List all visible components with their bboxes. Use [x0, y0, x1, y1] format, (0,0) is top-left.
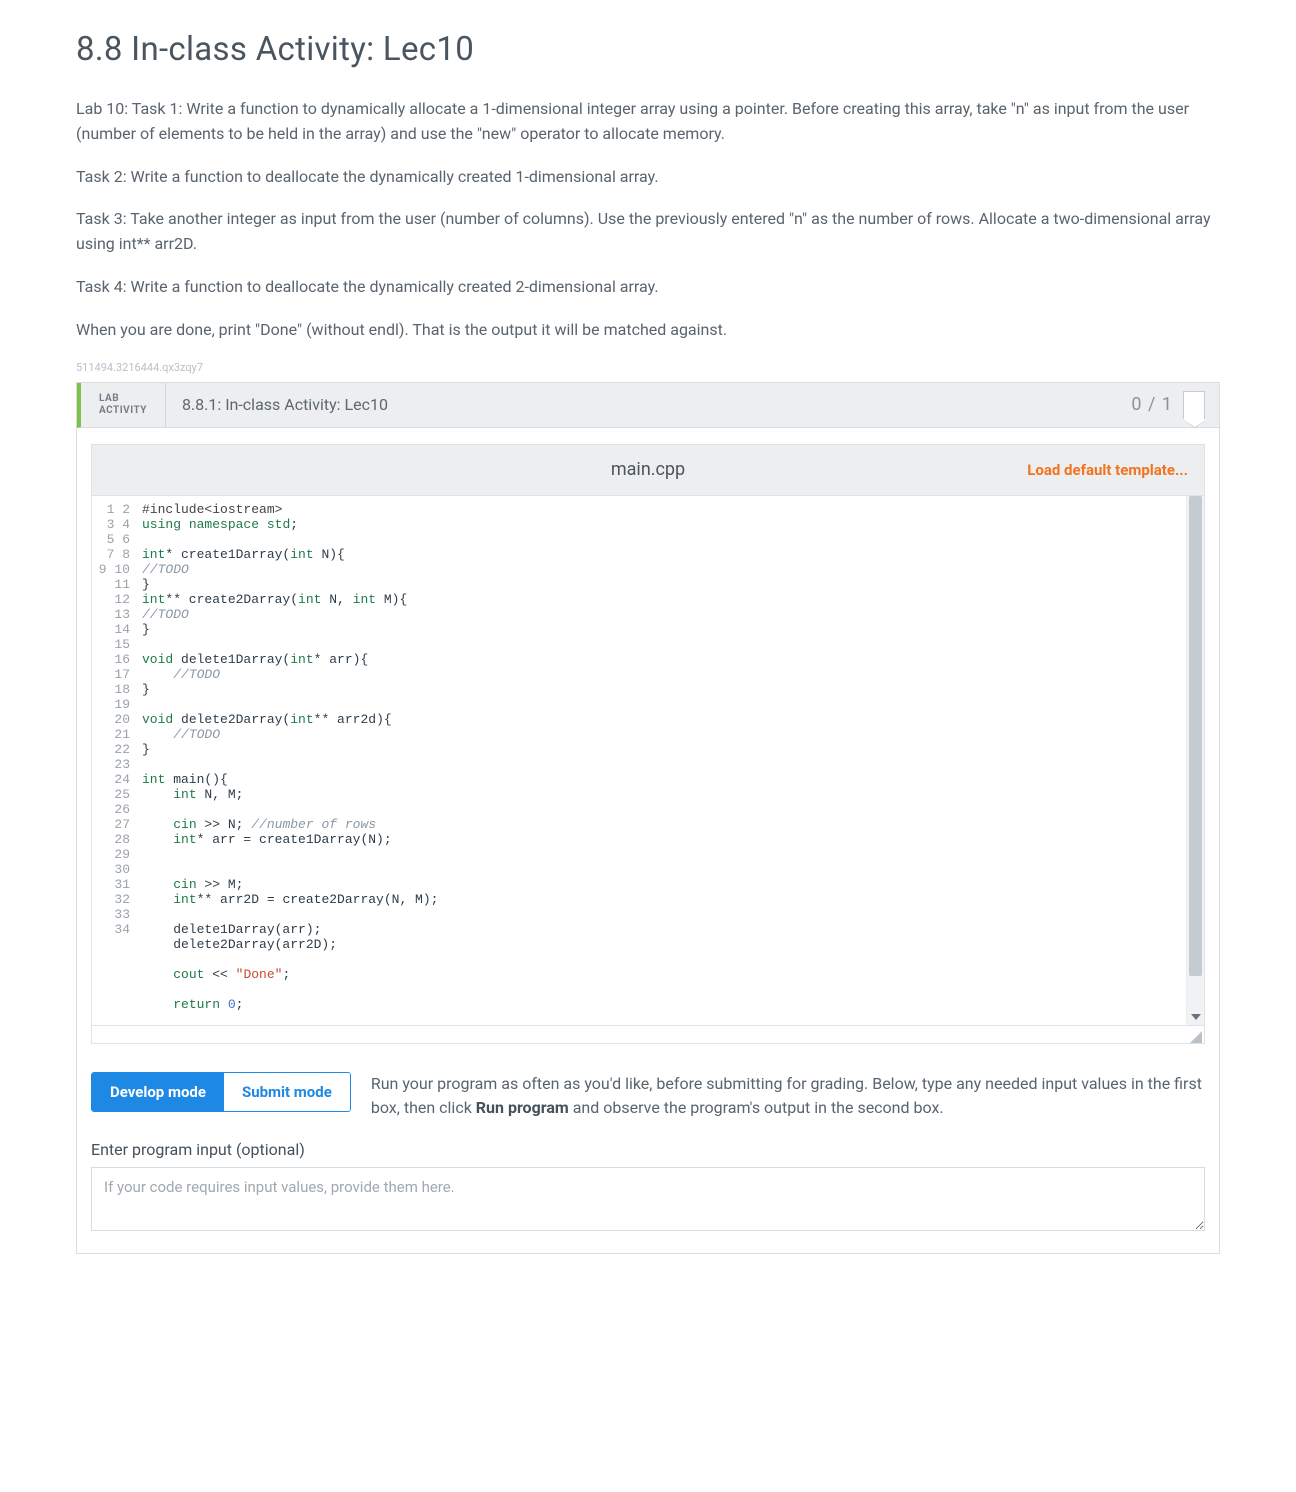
submit-mode-tab[interactable]: Submit mode: [224, 1073, 350, 1111]
task-paragraph: Task 2: Write a function to deallocate t…: [76, 165, 1220, 190]
mode-help-bold: Run program: [476, 1098, 569, 1117]
program-input-label: Enter program input (optional): [91, 1140, 1205, 1159]
task-paragraph: Task 3: Take another integer as input fr…: [76, 207, 1220, 257]
file-header: main.cpp Load default template...: [91, 444, 1205, 496]
task-paragraph: When you are done, print "Done" (without…: [76, 318, 1220, 343]
lab-type-line1: LAB: [99, 393, 147, 405]
program-input-textarea[interactable]: [91, 1167, 1205, 1231]
lab-score: 0 / 1: [1131, 394, 1173, 415]
line-number-gutter: 1 2 3 4 5 6 7 8 9 10 11 12 13 14 15 16 1…: [92, 496, 138, 1025]
scrollbar-thumb[interactable]: [1189, 496, 1202, 976]
mode-tabs: Develop mode Submit mode: [91, 1072, 351, 1112]
mode-help-post: and observe the program's output in the …: [569, 1098, 944, 1117]
lab-activity-box: LAB ACTIVITY 8.8.1: In-class Activity: L…: [76, 382, 1220, 1254]
lab-type-line2: ACTIVITY: [99, 405, 147, 417]
lab-title: 8.8.1: In-class Activity: Lec10: [166, 383, 1117, 427]
scroll-down-icon[interactable]: [1191, 1014, 1201, 1020]
resize-grip-icon[interactable]: [1190, 1031, 1202, 1043]
lab-type-badge: LAB ACTIVITY: [81, 383, 166, 427]
task-paragraph: Lab 10: Task 1: Write a function to dyna…: [76, 97, 1220, 147]
page-title: 8.8 In-class Activity: Lec10: [76, 30, 1220, 69]
code-editor[interactable]: 1 2 3 4 5 6 7 8 9 10 11 12 13 14 15 16 1…: [91, 496, 1205, 1026]
mode-help-text: Run your program as often as you'd like,…: [371, 1072, 1205, 1120]
load-default-template-link[interactable]: Load default template...: [1027, 461, 1188, 479]
editor-resize-strip[interactable]: [91, 1026, 1205, 1044]
code-pane[interactable]: #include<iostream> using namespace std; …: [138, 496, 1186, 1025]
lab-body: main.cpp Load default template... 1 2 3 …: [77, 428, 1219, 1253]
meta-id: 511494.3216444.qx3zqy7: [76, 361, 1220, 374]
program-input-section: Enter program input (optional): [91, 1140, 1205, 1235]
bookmark-icon[interactable]: [1183, 391, 1205, 419]
develop-mode-tab[interactable]: Develop mode: [92, 1073, 224, 1111]
task-paragraph: Task 4: Write a function to deallocate t…: [76, 275, 1220, 300]
scrollbar[interactable]: [1186, 496, 1204, 1025]
lab-header: LAB ACTIVITY 8.8.1: In-class Activity: L…: [77, 383, 1219, 428]
lab-score-wrap: 0 / 1: [1117, 383, 1219, 427]
mode-row: Develop mode Submit mode Run your progra…: [91, 1072, 1205, 1120]
